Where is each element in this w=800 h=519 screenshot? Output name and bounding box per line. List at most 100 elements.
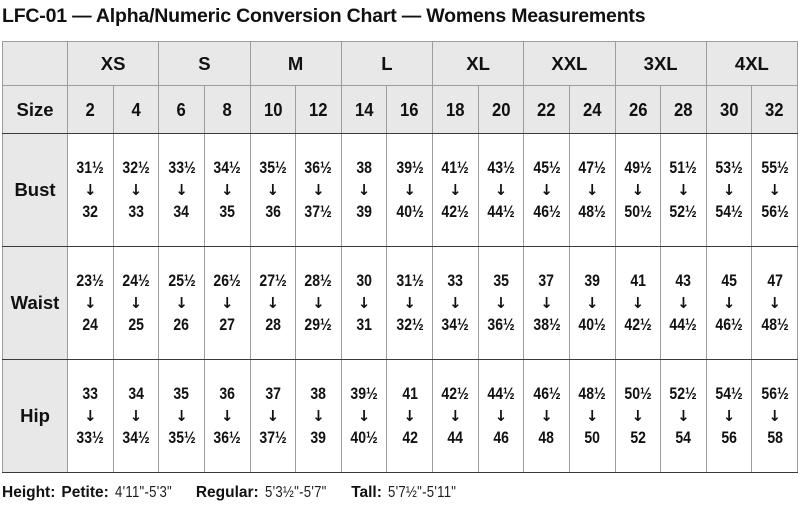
measurement-cell: 45 ↓ 46½ xyxy=(705,246,753,360)
measurement-cell: 42½ ↓ 44 xyxy=(432,359,479,473)
measurement-range: 43½ ↓ 44½ xyxy=(479,159,523,220)
measurement-range: 34½ ↓ 35 xyxy=(205,159,249,220)
measurement-range: 24½ ↓ 25 xyxy=(114,272,158,334)
range-to-value: 25 xyxy=(128,315,144,334)
measurement-range: 45 ↓ 46½ xyxy=(707,272,751,333)
measurement-range: 45½ ↓ 46½ xyxy=(525,159,569,221)
measurement-cell: 34½ ↓ 35 xyxy=(203,133,251,247)
range-to-value: 28 xyxy=(265,315,281,334)
numeric-size-label: 8 xyxy=(222,98,232,120)
down-arrow-icon: ↓ xyxy=(220,406,234,425)
range-to-value: 54½ xyxy=(715,202,743,221)
measurement-range: 39½ ↓ 40½ xyxy=(388,159,432,220)
measurement-cell: 37 ↓ 38½ xyxy=(523,246,570,360)
height-legend: Height: Petite: 4'11"-5'3" Regular: 5'3½"-5'… xyxy=(2,484,800,502)
measurement-row-label: Hip xyxy=(2,359,68,473)
range-from-value: 39½ xyxy=(350,385,378,404)
range-from-value: 35 xyxy=(493,272,509,291)
numeric-size-header: 28 xyxy=(660,85,707,134)
down-arrow-icon: ↓ xyxy=(84,406,97,425)
range-from-value: 35½ xyxy=(259,159,287,178)
alpha-size-row: XS S M L XL XXL 3XL 4XL xyxy=(2,41,799,86)
measurement-range: 56½ ↓ 58 xyxy=(753,385,797,446)
range-to-value: 36½ xyxy=(487,315,515,334)
range-to-value: 46 xyxy=(493,428,509,447)
numeric-size-header: 20 xyxy=(477,85,525,134)
numeric-size-label: 14 xyxy=(354,98,374,120)
down-arrow-icon: ↓ xyxy=(631,293,645,312)
numeric-size-label: 6 xyxy=(176,98,187,120)
range-to-value: 44 xyxy=(447,428,464,447)
measurement-row-label: Waist xyxy=(2,246,68,360)
range-from-value: 30 xyxy=(356,272,372,291)
down-arrow-icon: ↓ xyxy=(585,406,599,425)
measurement-cell: 47½ ↓ 48½ xyxy=(568,133,616,247)
measurement-cell: 39 ↓ 40½ xyxy=(568,246,616,360)
range-from-value: 32½ xyxy=(122,159,150,178)
measurement-range: 50½ ↓ 52 xyxy=(616,385,660,446)
alpha-size-header: 3XL xyxy=(614,41,707,86)
alpha-size-header: XS xyxy=(66,41,160,86)
range-to-value: 42 xyxy=(401,428,418,447)
range-to-value: 37½ xyxy=(259,428,287,447)
range-from-value: 33 xyxy=(82,385,99,404)
range-to-value: 34½ xyxy=(441,315,469,334)
measurement-range: 37 ↓ 37½ xyxy=(251,385,295,447)
range-from-value: 44½ xyxy=(487,385,515,404)
numeric-size-header: 8 xyxy=(203,85,251,134)
numeric-size-label: 12 xyxy=(309,98,328,120)
measurement-cell: 36½ ↓ 37½ xyxy=(295,133,342,247)
down-arrow-icon: ↓ xyxy=(129,180,143,199)
measurement-range: 44½ ↓ 46 xyxy=(479,385,523,447)
range-from-value: 43½ xyxy=(487,159,515,178)
down-arrow-icon: ↓ xyxy=(175,293,188,312)
numeric-size-label: 30 xyxy=(719,98,739,120)
down-arrow-icon: ↓ xyxy=(403,180,416,199)
measurement-range: 32½ ↓ 33 xyxy=(114,159,158,220)
range-to-value: 48½ xyxy=(578,202,606,221)
measurement-cell: 33 ↓ 33½ xyxy=(67,359,114,473)
range-from-value: 35 xyxy=(173,385,190,404)
range-to-value: 56½ xyxy=(761,202,789,221)
measurement-cell: 53½ ↓ 54½ xyxy=(705,133,753,247)
range-from-value: 53½ xyxy=(715,159,743,178)
measurement-range: 36 ↓ 36½ xyxy=(205,385,249,446)
numeric-size-label: 28 xyxy=(674,98,693,120)
range-from-value: 42½ xyxy=(441,385,469,404)
range-from-value: 34½ xyxy=(213,159,241,178)
range-from-value: 49½ xyxy=(624,159,652,178)
measurement-cell: 35 ↓ 35½ xyxy=(158,359,205,473)
measurement-cell: 41 ↓ 42½ xyxy=(614,246,662,360)
range-from-value: 37 xyxy=(538,272,555,291)
height-label: Height: xyxy=(2,484,56,501)
range-from-value: 25½ xyxy=(167,272,196,291)
measurement-range: 42½ ↓ 44 xyxy=(433,385,477,447)
measurement-range: 41 ↓ 42½ xyxy=(616,272,660,333)
down-arrow-icon: ↓ xyxy=(722,406,736,425)
range-from-value: 34 xyxy=(128,385,144,404)
measurement-range: 23½ ↓ 24 xyxy=(68,272,112,333)
numeric-size-row: Size 2 4 6 8 10 12 14 16 18 20 22 24 26 28 30 32 xyxy=(2,85,798,134)
numeric-size-header: 30 xyxy=(705,85,753,134)
measurement-range: 35 ↓ 36½ xyxy=(479,272,523,334)
numeric-size-header: 14 xyxy=(340,85,388,134)
measurement-range: 25½ ↓ 26 xyxy=(160,272,204,333)
measurement-range: 34 ↓ 34½ xyxy=(114,385,158,446)
numeric-size-label: 24 xyxy=(582,98,602,120)
range-to-value: 27 xyxy=(219,315,235,334)
measurement-range: 48½ ↓ 50 xyxy=(570,385,614,446)
measurement-cell: 31½ ↓ 32 xyxy=(67,133,114,247)
measurement-cell: 28½ ↓ 29½ xyxy=(295,246,342,360)
range-from-value: 50½ xyxy=(624,385,652,404)
numeric-size-label: 26 xyxy=(628,98,648,120)
range-to-value: 46½ xyxy=(532,202,561,221)
measurement-range: 41½ ↓ 42½ xyxy=(433,159,477,220)
alpha-size-label: S xyxy=(198,52,211,74)
measurement-range: 26½ ↓ 27 xyxy=(205,272,249,334)
down-arrow-icon: ↓ xyxy=(494,293,508,312)
measurement-cell: 43 ↓ 44½ xyxy=(660,246,707,360)
down-arrow-icon: ↓ xyxy=(631,180,645,199)
down-arrow-icon: ↓ xyxy=(357,180,371,199)
page-title: LFC-01 — Alpha/Numeric Conversion Chart … xyxy=(2,5,646,27)
